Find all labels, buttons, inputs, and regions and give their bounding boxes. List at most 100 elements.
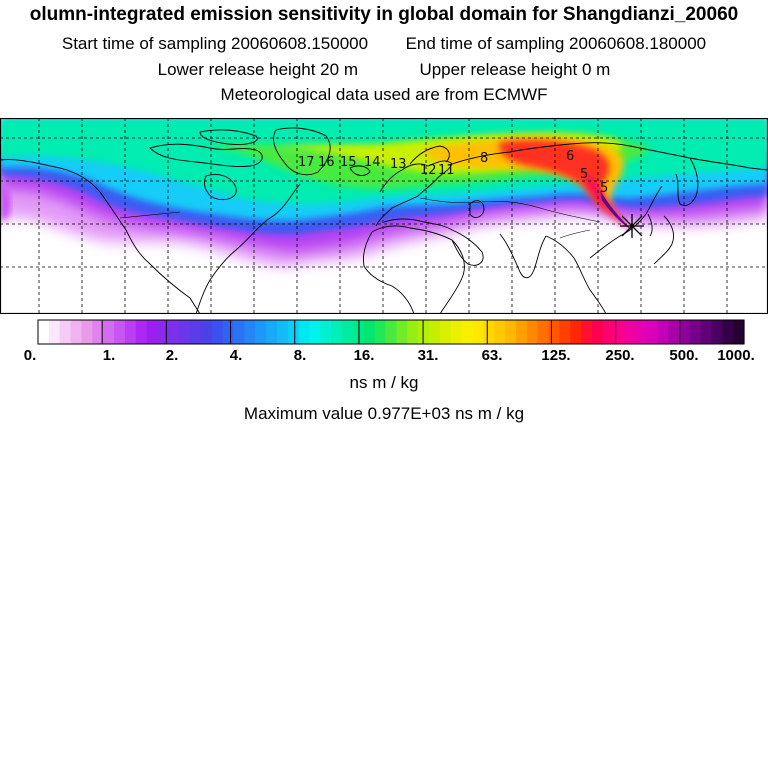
colorbar-swatch [613,320,626,344]
contour-label: 8 [480,151,488,166]
colorbar-tick-label: 1000. [717,347,755,364]
colorbar-swatch [179,320,191,344]
colorbar-swatch [266,320,278,344]
colorbar-swatch [494,320,506,344]
colorbar-swatch [635,320,647,344]
colorbar-swatch [287,320,300,344]
colorbar-frame [37,319,745,345]
colorbar-swatch [461,320,474,344]
colorbar-swatch [244,320,256,344]
colorbar-swatch [722,320,734,344]
colorbar-swatch [157,320,169,344]
colorbar-swatch [396,320,408,344]
colorbar-swatch [624,320,636,344]
colorbar-ticks [101,320,681,344]
contour-label: 17 [298,155,315,170]
colorbar-swatch [667,320,680,344]
contour-label: 15 [340,155,357,170]
coastlines [0,127,768,314]
colorbar-swatch [700,320,713,344]
colorbar-tick-label: 31. [418,347,439,364]
map-title: olumn-integrated emission sensitivity in… [29,4,739,25]
colorbar-swatch [570,320,582,344]
colorbar-swatch [331,320,343,344]
colorbar-swatch [374,320,387,344]
colorbar-tick-label: 1. [103,347,116,364]
colorbar-swatch [168,320,180,344]
colorbar-swatch [418,320,430,344]
colorbar-swatch [81,320,93,344]
colorbar-swatch [190,320,202,344]
colorbar-tick-label: 16. [354,347,375,364]
colorbar-tick-label: 2. [166,347,179,364]
sensitivity-map: 17 16 15 14 13 12 11 8 6 5 5 [0,118,768,314]
colorbar-tick-label: 8. [294,347,307,364]
colorbar-swatch [439,320,452,344]
release-heights: Lower release height 20 m Upper release … [0,60,768,80]
sampling-times: Start time of sampling 20060608.150000 E… [0,34,768,54]
colorbar-swatch [505,320,517,344]
colorbar-swatch [657,320,669,344]
colorbar-swatch [450,320,463,344]
contour-label: 12 [420,163,437,178]
colorbar-tick-label: 500. [669,347,698,364]
colorbar-swatch [733,320,745,344]
colorbar-swatch [526,320,539,344]
colorbar-tick-label: 125. [541,347,570,364]
receptor-marker-icon [620,214,644,238]
contour-label: 6 [566,149,574,164]
colorbar-tick-label: 4. [230,347,243,364]
contour-label: 16 [318,155,335,170]
colorbar-swatch [559,320,571,344]
colorbar-swatch [233,320,245,344]
colorbar-swatch [38,320,50,344]
colorbar-swatch [689,320,702,344]
colorbar-swatch [591,320,604,344]
contour-label: 11 [438,163,455,178]
colorbar-swatch [581,320,593,344]
colorbar-swatch [548,320,560,344]
colorbar-swatch [222,320,235,344]
colorbar-swatches [38,320,745,344]
colorbar-swatch [48,320,61,344]
colorbar-swatch [276,320,289,344]
colorbar-swatch [678,320,691,344]
colorbar-swatch [124,320,137,344]
colorbar-swatch [92,320,104,344]
colorbar-legend: 0. 1. 2. 4. 8. 16. 31. 63. 125. 250. 500… [24,319,755,364]
colorbar-tick-label: 250. [605,347,634,364]
colorbar-swatch [114,320,126,344]
end-time-label: End time of sampling 20060608.180000 [405,34,707,53]
colorbar-swatch [537,320,550,344]
colorbar-swatch [211,320,224,344]
contour-label: 13 [390,157,407,172]
colorbar-swatch [70,320,83,344]
units-label: ns m / kg [349,373,419,392]
colorbar-swatch [515,320,528,344]
colorbar-swatch [472,320,484,344]
sensitivity-field [0,118,768,267]
colorbar-swatch [59,320,72,344]
colorbar-swatch [309,320,321,344]
start-time-label: Start time of sampling 20060608.150000 [61,34,369,53]
colorbar-swatch [200,320,213,344]
colorbar-swatch [602,320,615,344]
colorbar-tick-label: 63. [482,347,503,364]
contour-labels: 17 16 15 14 13 12 11 8 6 5 5 [298,149,608,196]
colorbar-swatch [646,320,658,344]
colorbar-swatch [407,320,419,344]
contour-label: 5 [600,181,608,196]
colorbar-swatch [711,320,723,344]
colorbar-swatch [255,320,267,344]
colorbar-swatch [146,320,159,344]
maximum-value-label: Maximum value 0.977E+03 ns m / kg [243,404,525,423]
colorbar-swatch [103,320,115,344]
colorbar-swatch [298,320,311,344]
contour-label: 14 [364,155,381,170]
colorbar-swatch [342,320,354,344]
colorbar-swatch [135,320,148,344]
colorbar-swatch [385,320,398,344]
lower-height-label: Lower release height 20 m [157,60,358,79]
colorbar-swatch [429,320,441,344]
colorbar-swatch [483,320,495,344]
